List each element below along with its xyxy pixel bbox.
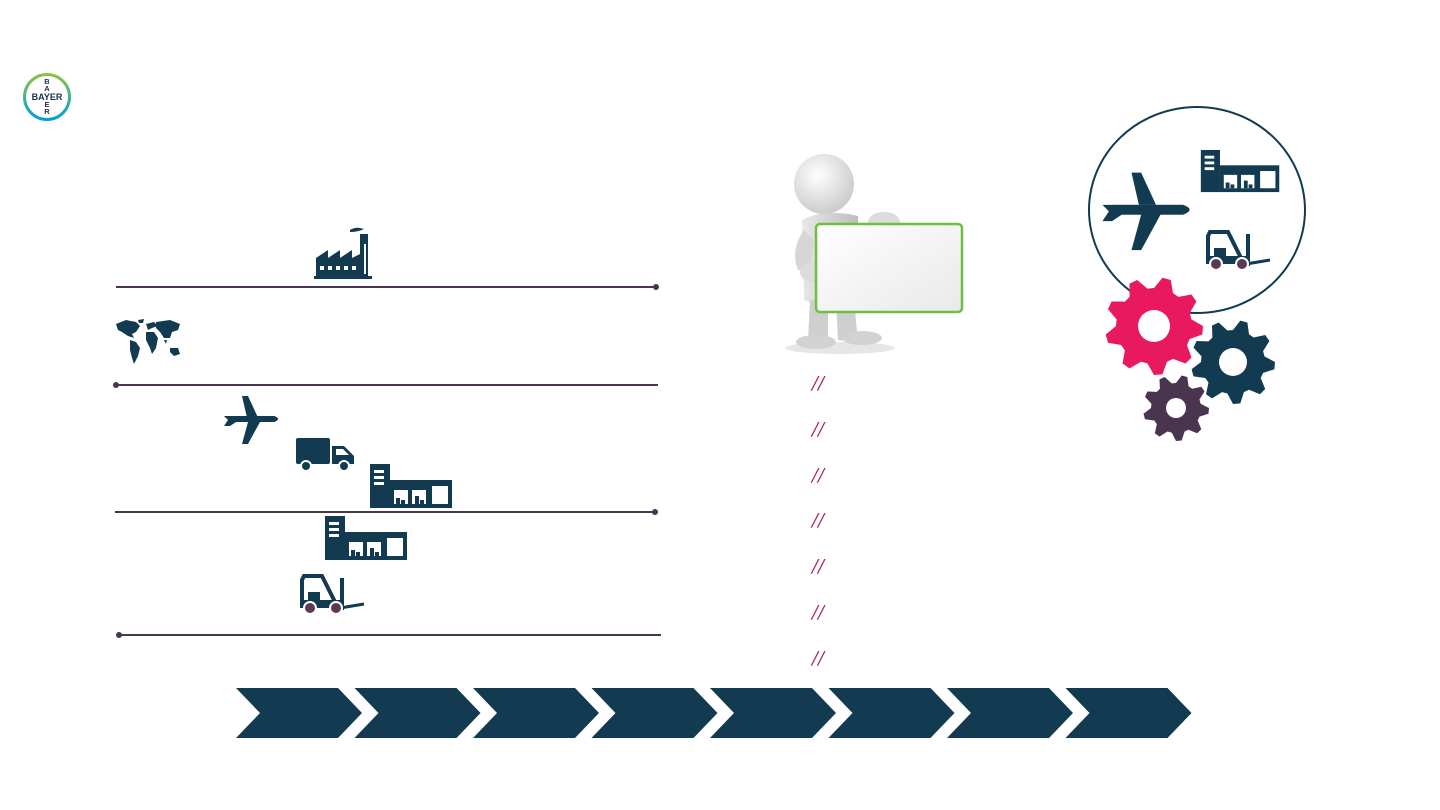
- gear-hole: [1166, 398, 1186, 418]
- process-step-chevron: [354, 688, 481, 738]
- svg-text:E: E: [44, 100, 49, 109]
- factory-icon: [314, 227, 372, 279]
- svg-text:R: R: [44, 107, 50, 116]
- process-step-chevron: [591, 688, 718, 738]
- gear-hole: [1138, 310, 1170, 342]
- world-map-icon: [116, 319, 180, 364]
- process-step-chevron: [473, 688, 599, 738]
- divider-dot: [113, 382, 119, 388]
- separator-slash: //: [812, 602, 825, 623]
- separator-slash: //: [812, 556, 825, 577]
- process-chevron-row: [236, 688, 1192, 738]
- divider-line-3: [115, 509, 658, 515]
- process-step-chevron: [710, 688, 836, 738]
- separator-slash: //: [812, 510, 825, 531]
- bayer-logo: B A BAYER E R: [23, 73, 71, 121]
- warehouse-icon: [1200, 150, 1280, 193]
- airplane-icon: [224, 396, 278, 444]
- separator-slash: //: [812, 419, 825, 440]
- warehouse-icon: [325, 516, 407, 560]
- divider-line-2: [113, 382, 658, 388]
- process-step-chevron: [1065, 688, 1192, 738]
- svg-text:B: B: [44, 77, 50, 86]
- airplane-icon: [1102, 172, 1190, 251]
- forklift-icon: [300, 574, 365, 615]
- separator-slash: //: [812, 373, 825, 394]
- process-step-chevron: [828, 688, 955, 738]
- svg-text:A: A: [44, 84, 50, 93]
- warehouse-icon: [370, 464, 452, 508]
- gears-group: [1105, 277, 1275, 441]
- process-step-chevron: [947, 688, 1073, 738]
- process-step-chevron: [236, 688, 362, 738]
- delivery-truck-icon: [296, 438, 354, 472]
- forklift-icon: [1206, 230, 1271, 271]
- separator-slash: //: [812, 465, 825, 486]
- divider-line-1: [116, 284, 659, 290]
- gear-hole: [1219, 348, 1247, 376]
- divider-dot: [116, 632, 122, 638]
- divider-line-4: [116, 632, 661, 638]
- divider-dot: [653, 284, 659, 290]
- presenter-figure-with-board: [785, 154, 964, 354]
- logistics-circle: [1088, 106, 1306, 314]
- svg-text:BAYER: BAYER: [32, 92, 63, 102]
- separator-slash: //: [812, 648, 825, 669]
- divider-dot: [652, 509, 658, 515]
